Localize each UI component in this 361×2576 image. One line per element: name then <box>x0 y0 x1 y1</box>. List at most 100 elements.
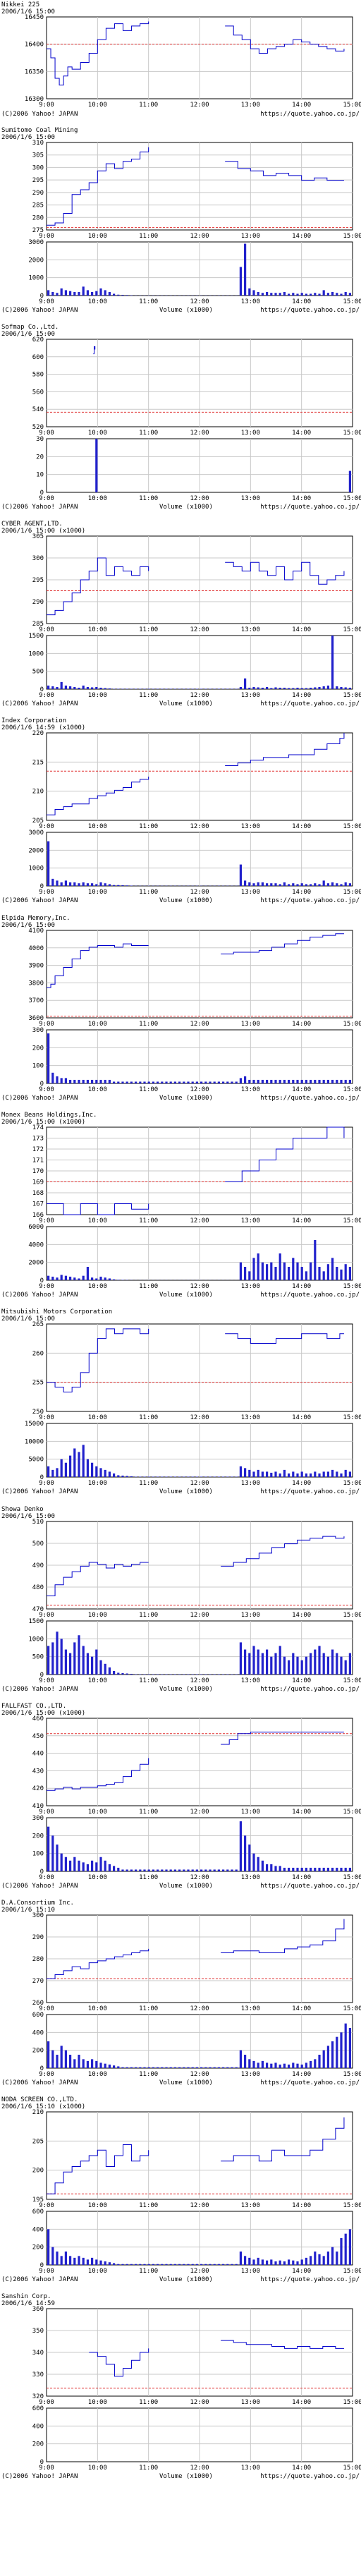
volume-bar <box>274 1866 276 1871</box>
time-tick-label: 12:00 <box>190 2268 209 2275</box>
volume-bar <box>292 293 294 296</box>
time-tick-label: 14:00 <box>292 2202 311 2209</box>
time-tick-label: 11:00 <box>139 2399 158 2406</box>
volume-bar <box>336 1653 338 1675</box>
volume-bar <box>231 2067 233 2068</box>
volume-bar <box>345 2234 347 2265</box>
volume-bar <box>314 293 316 296</box>
time-tick-label: 13:00 <box>241 298 260 305</box>
volume-bar <box>296 1080 298 1083</box>
time-tick-label: 10:00 <box>88 2268 107 2275</box>
volume-bar <box>196 1081 198 1083</box>
volume-bar <box>270 1080 272 1083</box>
volume-bar <box>204 1869 207 1871</box>
source-url: https://quote.yahoo.co.jp/ <box>260 2276 360 2283</box>
volume-bar <box>78 2055 80 2068</box>
volume-bar <box>200 2067 202 2068</box>
time-tick-label: 10:00 <box>88 1414 107 1421</box>
volume-bar <box>47 1033 49 1083</box>
time-tick-label: 14:00 <box>292 233 311 240</box>
volume-bar <box>288 293 290 296</box>
copyright-text: (C)2006 Yahoo! JAPAN <box>1 2276 78 2283</box>
time-tick-label: 10:00 <box>88 1612 107 1619</box>
time-tick-label: 13:00 <box>241 1480 260 1487</box>
volume-bar <box>288 2065 290 2068</box>
volume-bar <box>248 1470 250 1477</box>
volume-bar <box>109 884 111 886</box>
volume-bar <box>262 1653 264 1675</box>
volume-bar <box>244 1835 246 1871</box>
volume-bar <box>148 1869 150 1871</box>
chart-title: Elpida Memory,Inc. <box>1 915 71 922</box>
time-tick-label: 12:00 <box>190 430 209 437</box>
time-tick-label: 10:00 <box>88 2005 107 2012</box>
volume-bar <box>196 1869 198 1871</box>
chart-panel: Sanshin Corp.2006/1/6 14:593603503403303… <box>1 2293 361 2480</box>
volume-bar <box>288 1080 290 1083</box>
volume-bar <box>266 2062 268 2068</box>
volume-bar <box>73 882 75 886</box>
volume-bar <box>301 1660 303 1675</box>
volume-bar <box>69 1277 71 1280</box>
volume-bar <box>314 2252 316 2265</box>
copyright-text: (C)2006 Yahoo! JAPAN <box>1 307 78 314</box>
volume-bar <box>231 2264 233 2265</box>
volume-bar <box>274 1471 276 1477</box>
time-tick-label: 11:00 <box>139 2268 158 2275</box>
volume-tick-label: 5000 <box>28 1457 44 1464</box>
volume-bar <box>91 1080 93 1083</box>
volume-bar <box>104 1470 106 1477</box>
volume-bar <box>240 1821 242 1871</box>
volume-bar <box>165 2264 167 2265</box>
volume-bar <box>336 686 338 689</box>
volume-bar <box>121 885 123 886</box>
volume-bar <box>209 1674 211 1675</box>
volume-bar <box>192 1476 194 1477</box>
volume-bar <box>69 686 71 689</box>
volume-bar <box>279 1253 281 1280</box>
volume-bar <box>340 1868 342 1871</box>
volume-bar <box>126 2264 128 2265</box>
volume-bar <box>248 1080 250 1083</box>
volume-bar <box>174 1081 176 1083</box>
price-series-line <box>225 162 344 181</box>
volume-bar <box>331 1650 334 1675</box>
price-series-line <box>225 562 344 584</box>
volume-bar <box>340 1080 342 1083</box>
time-tick-label: 11:00 <box>139 626 158 633</box>
price-series-line <box>47 1204 149 1215</box>
price-tick-label: 173 <box>32 1136 44 1143</box>
time-tick-label: 12:00 <box>190 823 209 830</box>
time-tick-label: 14:00 <box>292 1874 311 1881</box>
source-url: https://quote.yahoo.co.jp/ <box>260 1292 360 1299</box>
volume-bar <box>349 688 351 689</box>
volume-bar <box>91 1463 93 1477</box>
volume-bar <box>165 1869 167 1871</box>
volume-bar <box>301 2259 303 2265</box>
price-series-line <box>225 1334 344 1344</box>
volume-bar <box>270 1263 272 1280</box>
volume-bar <box>187 2264 189 2265</box>
volume-bar <box>318 2055 320 2068</box>
price-tick-label: 350 <box>32 2328 44 2335</box>
volume-bar <box>279 1646 281 1675</box>
volume-bar <box>170 1869 172 1871</box>
volume-bar <box>161 2264 163 2265</box>
volume-bar <box>262 882 264 886</box>
volume-bar <box>252 1471 255 1477</box>
chart-panel: CYBER AGENT,LTD.2006/1/6 15:00 (x1000)30… <box>1 521 361 707</box>
chart-panel: Sofmap Co.,Ltd.2006/1/6 15:0062060058056… <box>1 324 361 511</box>
volume-bar <box>135 1869 137 1871</box>
volume-unit-label: Volume (x1000) <box>159 2473 213 2480</box>
volume-bar <box>274 883 276 886</box>
volume-bar <box>279 1474 281 1477</box>
volume-bar <box>209 1869 211 1871</box>
time-tick-label: 10:00 <box>88 495 107 502</box>
volume-bar <box>117 885 119 886</box>
copyright-text: (C)2006 Yahoo! JAPAN <box>1 2079 78 2086</box>
volume-bar <box>113 885 115 886</box>
volume-bar <box>218 1081 220 1083</box>
volume-tick-label: 20 <box>36 454 44 461</box>
volume-bar <box>87 2061 89 2068</box>
